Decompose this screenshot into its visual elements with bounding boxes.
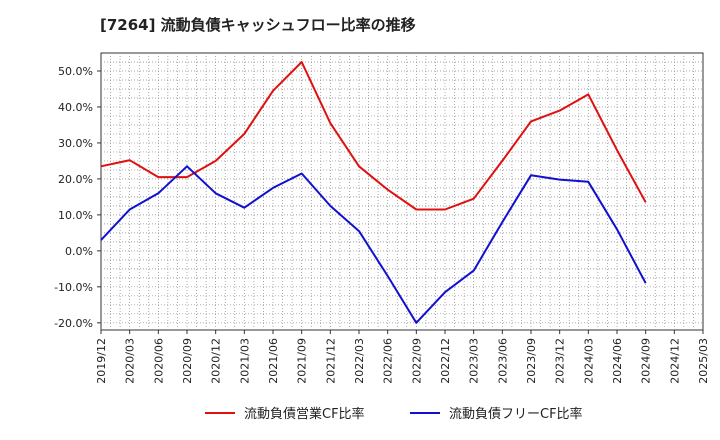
y-tick-label: 30.0% — [58, 137, 93, 150]
y-tick-label: 10.0% — [58, 209, 93, 222]
y-tick-label: 20.0% — [58, 173, 93, 186]
x-tick-label: 2021/12 — [324, 338, 337, 384]
x-tick-label: 2024/03 — [582, 338, 595, 384]
x-tick-label: 2022/09 — [410, 338, 423, 384]
x-tick-label: 2021/06 — [267, 338, 280, 384]
x-tick-label: 2024/09 — [640, 338, 653, 384]
x-tick-label: 2025/03 — [697, 338, 710, 384]
y-tick-label: -10.0% — [54, 281, 93, 294]
x-tick-label: 2022/03 — [353, 338, 366, 384]
grid-lines — [101, 53, 703, 330]
legend-label-1: 流動負債営業CF比率 — [244, 406, 365, 422]
x-tick-label: 2023/03 — [468, 338, 481, 384]
y-tick-label: 40.0% — [58, 101, 93, 114]
x-axis: 2019/12 2020/03 2020/06 2020/09 2020/12 2021/… — [95, 330, 710, 384]
y-axis: -20.0% -10.0% 0.0% 10.0% 20.0% 30.0% 40.0% 50.0… — [54, 65, 101, 330]
x-tick-label: 2022/12 — [439, 338, 452, 384]
x-tick-label: 2023/12 — [554, 338, 567, 384]
plot-area — [100, 52, 704, 331]
plot-frame — [100, 52, 704, 331]
x-tick-label: 2023/09 — [525, 338, 538, 384]
y-tick-label: 50.0% — [58, 65, 93, 78]
series-line-1 — [100, 61, 647, 211]
x-tick-label: 2020/12 — [210, 338, 223, 384]
y-tick-label: 0.0% — [65, 245, 93, 258]
x-tick-label: 2021/09 — [296, 338, 309, 384]
x-tick-label: 2022/06 — [382, 338, 395, 384]
x-tick-label: 2020/09 — [181, 338, 194, 384]
series-group — [100, 61, 647, 324]
x-tick-label: 2020/06 — [152, 338, 165, 384]
y-tick-label: -20.0% — [54, 317, 93, 330]
legend-label-2: 流動負債フリーCF比率 — [449, 406, 583, 422]
x-tick-label: 2024/06 — [611, 338, 624, 384]
x-tick-label: 2019/12 — [95, 338, 108, 384]
x-tick-label: 2020/03 — [124, 338, 137, 384]
x-tick-label: 2024/12 — [668, 338, 681, 384]
x-tick-label: 2021/03 — [238, 338, 251, 384]
x-tick-label: 2023/06 — [496, 338, 509, 384]
chart-title: [7264] 流動負債キャッシュフロー比率の推移 — [100, 16, 416, 34]
series-line-2 — [100, 165, 647, 324]
legend: 流動負債営業CF比率 流動負債フリーCF比率 — [205, 406, 583, 422]
